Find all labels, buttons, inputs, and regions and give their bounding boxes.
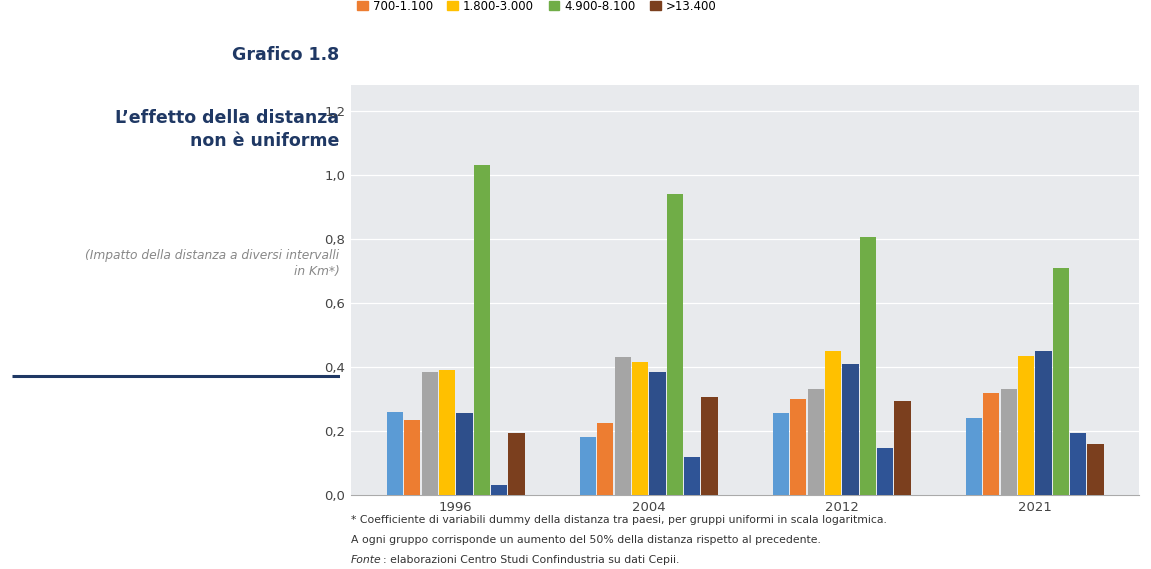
Text: : elaborazioni Centro Studi Confindustria su dati Cepii.: : elaborazioni Centro Studi Confindustri… (383, 555, 679, 565)
Bar (597, 423, 613, 495)
Bar (1088, 444, 1104, 495)
Text: A ogni gruppo corrisponde un aumento del 50% della distanza rispetto al preceden: A ogni gruppo corrisponde un aumento del… (351, 535, 821, 545)
Bar (632, 362, 648, 495)
Text: * Coefficiente di variabili dummy della distanza tra paesi, per gruppi uniformi : * Coefficiente di variabili dummy della … (351, 515, 887, 525)
Bar (1070, 432, 1087, 495)
Bar (439, 370, 455, 495)
Bar (509, 432, 525, 495)
Bar (860, 237, 876, 495)
Bar (966, 418, 982, 495)
Bar (1017, 356, 1034, 495)
Bar (474, 166, 490, 495)
Bar (825, 351, 841, 495)
Bar (773, 414, 790, 495)
Bar (404, 420, 420, 495)
Bar (808, 389, 824, 495)
Bar (1036, 351, 1052, 495)
Bar (983, 393, 999, 495)
Bar (580, 438, 596, 495)
Bar (877, 448, 893, 495)
Bar (701, 397, 717, 495)
Bar (615, 357, 631, 495)
Bar (1000, 389, 1016, 495)
Bar (491, 485, 508, 495)
Legend: 400-700, 700-1.100, 1.100-1.800, 1.800-3.000, 3.000-4.900, 4.900-8.100, 8.100-13: 400-700, 700-1.100, 1.100-1.800, 1.800-3… (357, 0, 752, 13)
Bar (843, 364, 859, 495)
Bar (457, 414, 473, 495)
Bar (791, 399, 807, 495)
Text: Fonte: Fonte (351, 555, 382, 565)
Bar (666, 194, 683, 495)
Text: (Impatto della distanza a diversi intervalli
in Km*): (Impatto della distanza a diversi interv… (85, 249, 340, 278)
Text: Grafico 1.8: Grafico 1.8 (233, 46, 340, 64)
Bar (894, 401, 910, 495)
Bar (421, 372, 437, 495)
Bar (1053, 268, 1069, 495)
Text: L’effetto della distanza
non è uniforme: L’effetto della distanza non è uniforme (115, 109, 340, 150)
Bar (649, 372, 665, 495)
Bar (387, 412, 403, 495)
Bar (684, 456, 700, 495)
